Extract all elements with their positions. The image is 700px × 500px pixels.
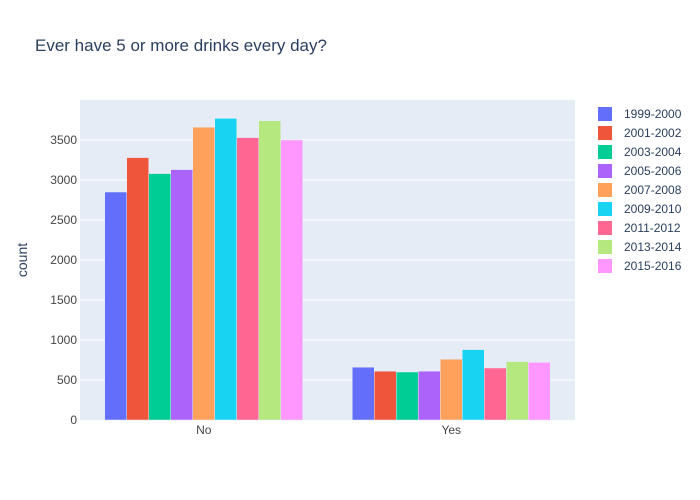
legend-label: 2005-2006	[624, 164, 682, 178]
y-tick-label-3000: 3000	[50, 173, 77, 187]
legend-swatch	[598, 126, 612, 140]
bar-no-2007-2008[interactable]	[192, 126, 215, 421]
legend-item-2011-2012[interactable]: 2011-2012	[598, 221, 681, 235]
legend-label: 2009-2010	[624, 202, 682, 216]
legend-item-2015-2016[interactable]: 2015-2016	[598, 259, 682, 273]
y-tick-label-0: 0	[70, 413, 77, 427]
legend-item-1999-2000[interactable]: 1999-2000	[598, 107, 682, 121]
legend-swatch	[598, 259, 612, 273]
y-tick-label-1000: 1000	[50, 333, 77, 347]
bar-yes-2015-2016[interactable]	[528, 362, 551, 421]
legend-label: 2003-2004	[624, 145, 682, 159]
legend-swatch	[598, 164, 612, 178]
x-tick-label-yes: Yes	[441, 423, 461, 437]
bars[interactable]	[104, 118, 551, 421]
legend-item-2001-2002[interactable]: 2001-2002	[598, 126, 682, 140]
legend-label: 2013-2014	[624, 240, 682, 254]
legend-swatch	[598, 107, 612, 121]
y-tick-label-1500: 1500	[50, 293, 77, 307]
y-tick-label-500: 500	[57, 373, 77, 387]
bar-no-2001-2002[interactable]	[126, 157, 149, 421]
x-axis-ticks: No Yes	[196, 423, 461, 437]
legend-swatch	[598, 183, 612, 197]
y-tick-label-2500: 2500	[50, 213, 77, 227]
chart-title: Ever have 5 or more drinks every day?	[35, 36, 327, 55]
legend-label: 2011-2012	[624, 221, 681, 235]
legend[interactable]: 1999-2000 2001-2002 2003-2004 2005-2006 2007…	[598, 107, 682, 273]
y-tick-label-2000: 2000	[50, 253, 77, 267]
bar-yes-2011-2012[interactable]	[484, 367, 507, 421]
bar-no-2013-2014[interactable]	[258, 120, 281, 421]
bar-yes-2001-2002[interactable]	[374, 370, 397, 421]
bar-no-2005-2006[interactable]	[170, 169, 193, 421]
bar-yes-2005-2006[interactable]	[418, 370, 441, 421]
bar-no-2015-2016[interactable]	[280, 139, 303, 421]
legend-item-2007-2008[interactable]: 2007-2008	[598, 183, 682, 197]
legend-label: 2001-2002	[624, 126, 682, 140]
bar-yes-2009-2010[interactable]	[462, 349, 485, 421]
legend-swatch	[598, 145, 612, 159]
legend-label: 2015-2016	[624, 259, 682, 273]
legend-swatch	[598, 240, 612, 254]
x-tick-label-no: No	[196, 423, 212, 437]
bar-no-1999-2000[interactable]	[104, 191, 127, 421]
legend-item-2003-2004[interactable]: 2003-2004	[598, 145, 682, 159]
bar-yes-2013-2014[interactable]	[506, 361, 529, 421]
bar-no-2009-2010[interactable]	[214, 118, 237, 421]
bar-no-2003-2004[interactable]	[148, 173, 171, 421]
legend-item-2013-2014[interactable]: 2013-2014	[598, 240, 682, 254]
bar-yes-2003-2004[interactable]	[396, 371, 419, 421]
y-tick-label-3500: 3500	[50, 133, 77, 147]
bar-yes-1999-2000[interactable]	[352, 366, 375, 421]
legend-item-2009-2010[interactable]: 2009-2010	[598, 202, 682, 216]
bar-yes-2007-2008[interactable]	[440, 358, 463, 421]
legend-item-2005-2006[interactable]: 2005-2006	[598, 164, 682, 178]
bar-no-2011-2012[interactable]	[236, 137, 259, 421]
legend-label: 1999-2000	[624, 107, 682, 121]
y-axis-title: count	[14, 243, 30, 277]
legend-label: 2007-2008	[624, 183, 682, 197]
legend-swatch	[598, 221, 612, 235]
legend-swatch	[598, 202, 612, 216]
y-axis-ticks: 0 500 1000 1500 2000 2500 3000 3500	[50, 133, 77, 427]
